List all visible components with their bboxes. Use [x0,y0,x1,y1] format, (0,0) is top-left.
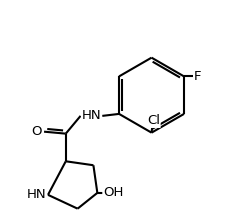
Text: HN: HN [82,109,101,122]
Text: Cl: Cl [147,114,160,127]
Text: F: F [194,70,202,83]
Text: HN: HN [26,188,46,201]
Text: OH: OH [103,186,123,199]
Text: O: O [31,125,41,138]
